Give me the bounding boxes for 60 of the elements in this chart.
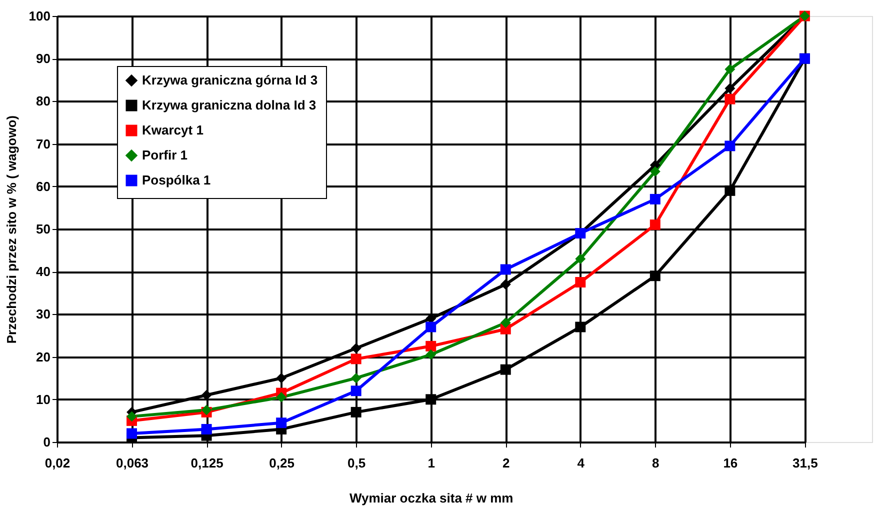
point <box>350 372 362 384</box>
x-tick-label: 2 <box>502 456 510 470</box>
point <box>724 94 736 104</box>
x-tick-label: 0,063 <box>116 456 149 470</box>
point <box>350 354 362 364</box>
y-tick-label: 60 <box>36 178 50 194</box>
point <box>426 322 436 332</box>
point <box>500 317 511 328</box>
y-tick-label: 80 <box>36 94 50 109</box>
y-axis-title: Przechodzi przez sito w % ( wagowo) <box>4 115 19 344</box>
y-tick-label: 20 <box>36 349 50 364</box>
x-tick-label: 8 <box>652 456 660 470</box>
point <box>575 322 586 332</box>
legend-label: Kwarcyt 1 <box>142 122 204 138</box>
point <box>650 219 660 230</box>
point <box>724 140 736 152</box>
point <box>724 185 736 196</box>
point <box>350 386 362 396</box>
point <box>276 418 287 428</box>
point <box>201 424 212 434</box>
point <box>350 343 362 354</box>
y-tick-label: 30 <box>36 306 50 322</box>
point <box>500 279 511 290</box>
x-tick-label: 0,5 <box>348 456 366 470</box>
point <box>650 194 660 204</box>
legend-label: Krzywa graniczna dolna Id 3 <box>142 98 316 112</box>
x-axis-title: Wymiar oczka sita # w mm <box>349 490 514 506</box>
point <box>724 83 736 94</box>
point <box>650 166 660 177</box>
y-tick-label: 100 <box>28 8 50 24</box>
x-tick-label: 1 <box>428 456 435 470</box>
y-tick-label: 50 <box>36 222 50 236</box>
x-tick-label: 0,125 <box>190 456 224 470</box>
x-tick-label: 4 <box>577 456 586 470</box>
point <box>426 340 436 352</box>
point <box>126 428 138 439</box>
point <box>126 411 138 422</box>
x-tick-label: 0,02 <box>44 456 70 470</box>
point <box>724 64 736 74</box>
y-tick-label: 90 <box>36 51 50 66</box>
point <box>350 406 362 418</box>
legend-label: Krzywa graniczna górna Id 3 <box>142 72 318 88</box>
point <box>500 264 511 275</box>
point <box>276 392 287 403</box>
point <box>650 270 660 282</box>
x-tick-label: 0,25 <box>269 456 294 470</box>
point <box>500 364 511 375</box>
x-tick-label: 16 <box>723 456 738 470</box>
point <box>426 394 436 405</box>
point <box>426 349 436 360</box>
legend-label: Porfir 1 <box>142 148 188 162</box>
legend-label: Pospólka 1 <box>142 172 211 188</box>
y-tick-label: 40 <box>36 264 50 280</box>
point <box>276 372 287 384</box>
y-tick-label: 0 <box>43 434 50 450</box>
point <box>575 277 586 288</box>
point <box>575 254 586 264</box>
x-tick-label: 31,5 <box>792 456 818 470</box>
y-tick-label: 70 <box>36 136 50 152</box>
y-tick-label: 10 <box>36 392 50 407</box>
